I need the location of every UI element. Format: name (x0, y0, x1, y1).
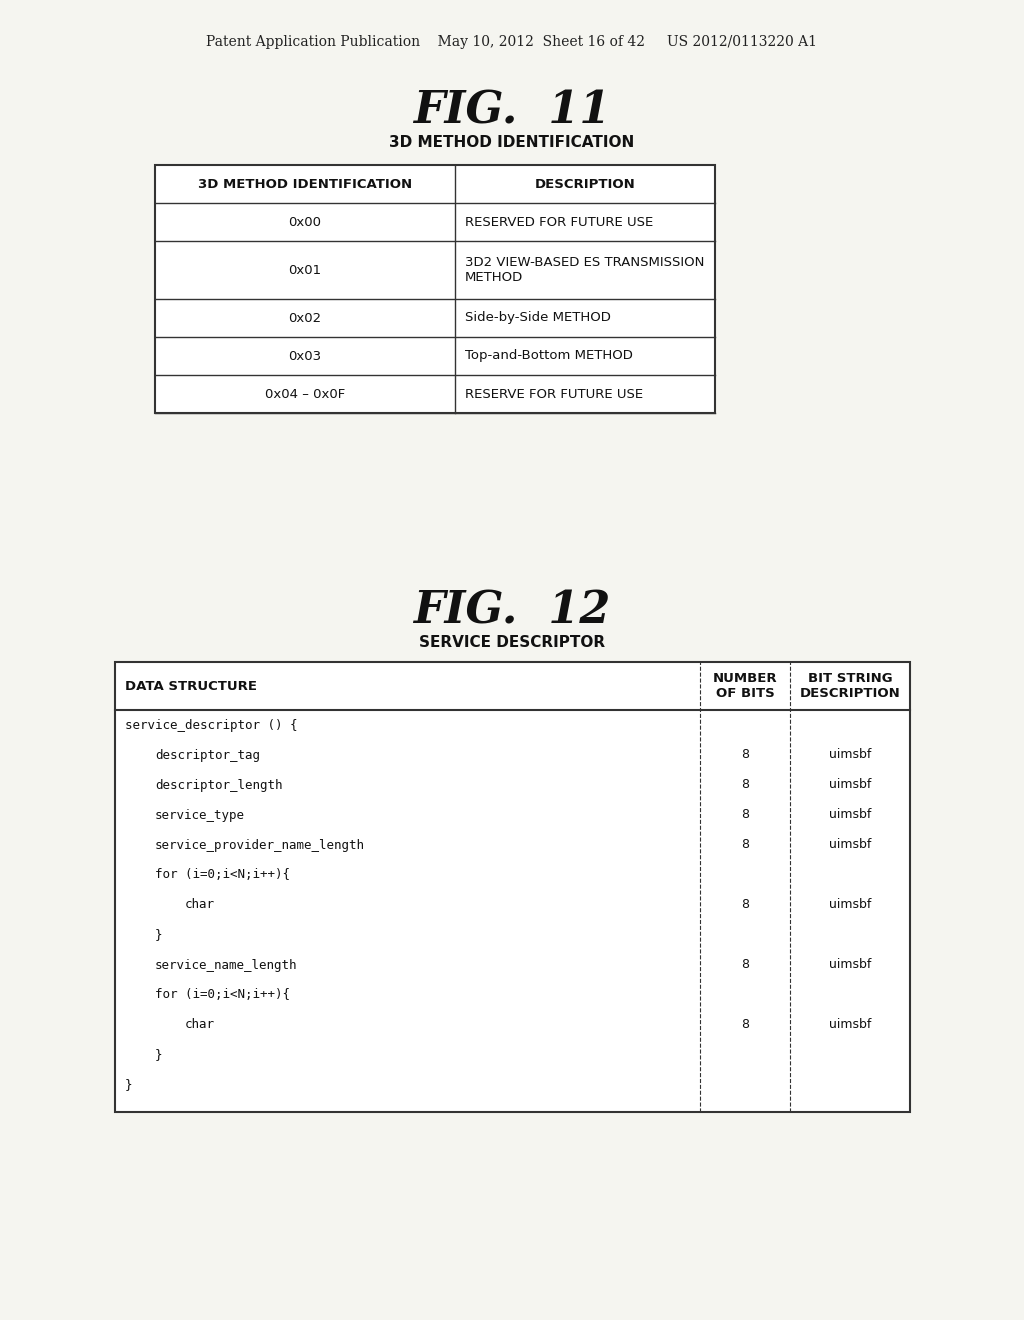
Text: 0x00: 0x00 (289, 215, 322, 228)
Bar (155, 165, 715, 413)
Text: FIG.  12: FIG. 12 (414, 590, 610, 634)
Text: uimsbf: uimsbf (828, 779, 871, 792)
Text: 0x04 – 0x0F: 0x04 – 0x0F (265, 388, 345, 400)
Text: uimsbf: uimsbf (828, 808, 871, 821)
Text: DATA STRUCTURE: DATA STRUCTURE (125, 680, 257, 693)
Text: 3D METHOD IDENTIFICATION: 3D METHOD IDENTIFICATION (389, 135, 635, 150)
Text: 0x03: 0x03 (289, 350, 322, 363)
Text: char: char (185, 1019, 215, 1031)
Text: }: } (155, 928, 163, 941)
Text: service_descriptor () {: service_descriptor () { (125, 718, 298, 731)
Text: 8: 8 (741, 779, 749, 792)
Text: for (i=0;i<N;i++){: for (i=0;i<N;i++){ (155, 869, 290, 882)
Text: FIG.  11: FIG. 11 (414, 90, 610, 133)
Text: BIT STRING
DESCRIPTION: BIT STRING DESCRIPTION (800, 672, 900, 700)
Bar (115, 663, 910, 1111)
Text: }: } (125, 1078, 132, 1092)
Text: uimsbf: uimsbf (828, 838, 871, 851)
Text: DESCRIPTION: DESCRIPTION (535, 177, 635, 190)
Text: for (i=0;i<N;i++){: for (i=0;i<N;i++){ (155, 989, 290, 1002)
Text: descriptor_tag: descriptor_tag (155, 748, 260, 762)
Text: uimsbf: uimsbf (828, 748, 871, 762)
Text: RESERVED FOR FUTURE USE: RESERVED FOR FUTURE USE (465, 215, 653, 228)
Text: 8: 8 (741, 899, 749, 912)
Text: }: } (155, 1048, 163, 1061)
Text: uimsbf: uimsbf (828, 899, 871, 912)
Text: 8: 8 (741, 838, 749, 851)
Text: 3D METHOD IDENTIFICATION: 3D METHOD IDENTIFICATION (198, 177, 412, 190)
Text: 8: 8 (741, 748, 749, 762)
Text: NUMBER
OF BITS: NUMBER OF BITS (713, 672, 777, 700)
Text: service_type: service_type (155, 808, 245, 821)
Text: RESERVE FOR FUTURE USE: RESERVE FOR FUTURE USE (465, 388, 643, 400)
Text: 8: 8 (741, 958, 749, 972)
Text: uimsbf: uimsbf (828, 958, 871, 972)
Text: 0x01: 0x01 (289, 264, 322, 276)
Text: 0x02: 0x02 (289, 312, 322, 325)
Text: Top-and-Bottom METHOD: Top-and-Bottom METHOD (465, 350, 633, 363)
Text: Patent Application Publication    May 10, 2012  Sheet 16 of 42     US 2012/01132: Patent Application Publication May 10, 2… (207, 36, 817, 49)
Text: service_provider_name_length: service_provider_name_length (155, 838, 365, 851)
Text: 8: 8 (741, 808, 749, 821)
Text: 3D2 VIEW-BASED ES TRANSMISSION
METHOD: 3D2 VIEW-BASED ES TRANSMISSION METHOD (465, 256, 705, 284)
Text: service_name_length: service_name_length (155, 958, 298, 972)
Text: char: char (185, 899, 215, 912)
Text: 8: 8 (741, 1019, 749, 1031)
Text: uimsbf: uimsbf (828, 1019, 871, 1031)
Text: Side-by-Side METHOD: Side-by-Side METHOD (465, 312, 611, 325)
Text: SERVICE DESCRIPTOR: SERVICE DESCRIPTOR (419, 635, 605, 649)
Text: descriptor_length: descriptor_length (155, 779, 283, 792)
